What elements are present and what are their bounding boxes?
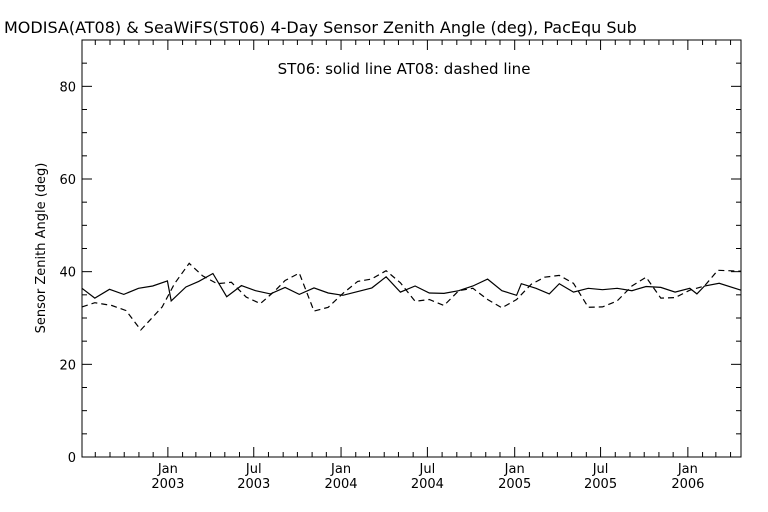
series-line-at08 [81,262,742,331]
x-tick-label-year: 2004 [324,477,357,492]
x-axis: Jan2003Jul2003Jan2004Jul2004Jan2005Jul20… [94,40,732,492]
x-tick-label-month: Jul [245,462,262,477]
x-tick-label-month: Jan [330,462,351,477]
x-tick-label-month: Jul [419,462,436,477]
x-tick-label-month: Jul [592,462,609,477]
y-tick-label: 80 [59,80,76,95]
x-tick-label-year: 2003 [237,477,270,492]
x-tick-label-year: 2004 [411,477,444,492]
x-tick-label-month: Jan [157,462,178,477]
x-tick-label-year: 2006 [671,477,704,492]
legend-annotation: ST06: solid line AT08: dashed line [278,60,531,78]
y-axis-label: Sensor Zenith Angle (deg) [34,163,49,334]
y-tick-label: 40 [59,266,76,281]
x-tick-label-month: Jan [504,462,525,477]
plot-frame [81,39,742,458]
y-tick-label: 60 [59,173,76,188]
y-tick-label: 20 [59,358,76,373]
x-tick-label-year: 2005 [584,477,617,492]
x-tick-label-month: Jan [677,462,698,477]
y-axis: 0 20 40 60 80 [59,39,741,466]
x-tick-label-year: 2005 [498,477,531,492]
series-layer [81,262,742,331]
y-tick-label: 0 [68,451,76,466]
series-line-st06 [81,272,742,303]
chart-title: MODISA(AT08) & SeaWiFS(ST06) 4-Day Senso… [4,18,637,37]
x-tick-label-year: 2003 [151,477,184,492]
